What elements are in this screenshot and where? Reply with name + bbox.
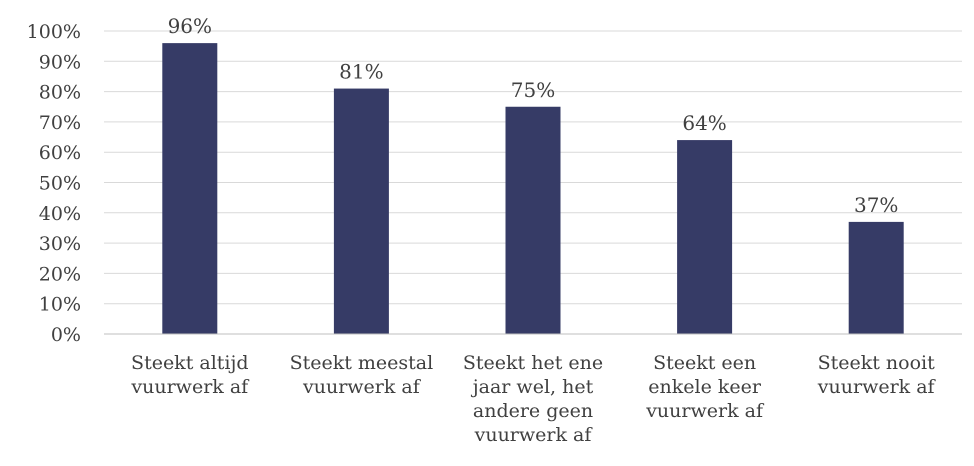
y-tick-label: 60%	[39, 142, 81, 164]
bar	[677, 140, 733, 334]
y-tick-label: 40%	[39, 203, 81, 225]
category-label-line: andere geen	[473, 400, 593, 422]
category-label-line: jaar wel, het	[471, 376, 594, 398]
category-label-line: vuurwerk af	[645, 400, 765, 422]
bars	[162, 43, 904, 335]
data-label: 96%	[168, 14, 212, 38]
y-tick-label: 80%	[39, 82, 81, 104]
data-labels: 96% 81% 75% 64% 37%	[168, 14, 899, 217]
bar	[162, 43, 218, 335]
category-label-line: vuurwerk af	[302, 376, 422, 398]
y-tick-label: 20%	[39, 263, 81, 285]
category-label: Steekt een enkele keer vuurwerk af	[645, 352, 765, 422]
y-tick-label: 0%	[51, 324, 81, 346]
category-label: Steekt meestal vuurwerk af	[290, 352, 434, 398]
bar	[848, 221, 904, 334]
category-label-line: vuurwerk af	[817, 376, 937, 398]
category-label: Steekt het ene jaar wel, het andere geen vu…	[463, 352, 603, 446]
category-label: Steekt nooit vuurwerk af	[817, 352, 937, 398]
category-label-line: Steekt het ene	[463, 352, 603, 374]
y-tick-label: 50%	[39, 173, 81, 195]
data-label: 81%	[339, 60, 383, 84]
category-label-line: Steekt een	[653, 352, 756, 374]
y-tick-label: 10%	[39, 294, 81, 316]
data-label: 37%	[854, 193, 898, 217]
y-tick-label: 70%	[39, 112, 81, 134]
category-label-line: vuurwerk af	[474, 424, 594, 446]
bar	[505, 106, 561, 334]
y-tick-label: 100%	[27, 21, 81, 43]
data-label: 64%	[682, 111, 726, 135]
y-axis-tick-labels: 0% 10% 20% 30% 40% 50% 60% 70% 80% 90% 100%	[27, 21, 81, 346]
category-label-line: vuurwerk af	[130, 376, 250, 398]
category-label-line: Steekt nooit	[818, 352, 936, 374]
y-tick-label: 30%	[39, 233, 81, 255]
category-label-line: Steekt altijd	[131, 352, 249, 374]
y-tick-label: 90%	[39, 51, 81, 73]
category-label: Steekt altijd vuurwerk af	[130, 352, 250, 398]
category-label-line: enkele keer	[648, 376, 762, 398]
data-label: 75%	[511, 78, 555, 102]
bar	[333, 88, 389, 334]
category-label-line: Steekt meestal	[290, 352, 434, 374]
